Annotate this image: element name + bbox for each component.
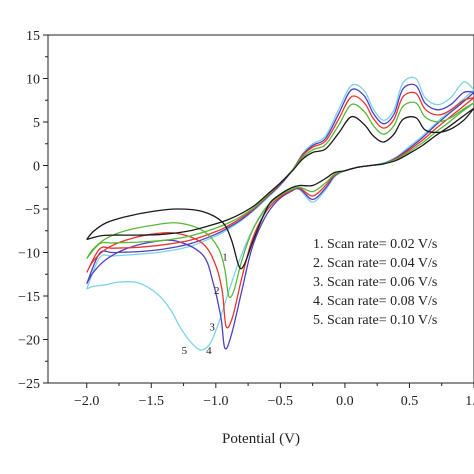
y-tick-label: −10: [18, 247, 40, 262]
y-tick-label: 5: [33, 116, 40, 131]
y-tick-label: −25: [18, 377, 40, 392]
x-tick-label: 1.0: [465, 394, 474, 409]
legend: 1. Scan rate= 0.02 V/s 2. Scan rate= 0.04…: [313, 237, 437, 328]
cv-curve-2: [86, 101, 474, 299]
y-tick-label: 0: [33, 160, 40, 175]
x-tick-label: −1.0: [203, 394, 228, 409]
y-tick-label: −20: [18, 334, 40, 349]
x-axis-label: Potential (V): [222, 431, 300, 447]
x-tick-label: 0.5: [401, 394, 419, 409]
y-tick-label: −5: [25, 203, 40, 218]
cv-curves: [86, 76, 474, 351]
curve-label-1: 1: [222, 251, 228, 263]
legend-entry: 1. Scan rate= 0.02 V/s: [313, 237, 437, 252]
y-tick-label: 15: [26, 29, 40, 44]
legend-entry: 3. Scan rate= 0.06 V/s: [313, 275, 437, 290]
x-tick-label: −2.0: [74, 394, 99, 409]
plot-frame: [47, 34, 474, 384]
curve-label-2: 2: [214, 285, 220, 297]
y-tick-label: −15: [18, 290, 40, 305]
legend-entry: 2. Scan rate= 0.04 V/s: [313, 256, 437, 271]
cv-curve-4: [86, 83, 474, 350]
cv-curve-1: [86, 107, 474, 270]
x-tick-label: −1.5: [139, 394, 164, 409]
curve-label-3: 3: [209, 321, 215, 333]
legend-entry: 5. Scan rate= 0.10 V/s: [313, 313, 437, 328]
x-tick-label: −0.5: [268, 394, 293, 409]
cv-curve-3: [86, 91, 474, 329]
cv-curve-5: [86, 76, 474, 351]
y-tick-label: 10: [26, 73, 40, 88]
curve-label-5: 5: [182, 345, 188, 357]
x-tick-label: 0.0: [336, 394, 354, 409]
curve-number-labels: 1 2 3 4 5: [182, 251, 228, 357]
curve-label-4: 4: [206, 345, 212, 357]
legend-entry: 4. Scan rate= 0.08 V/s: [313, 294, 437, 309]
